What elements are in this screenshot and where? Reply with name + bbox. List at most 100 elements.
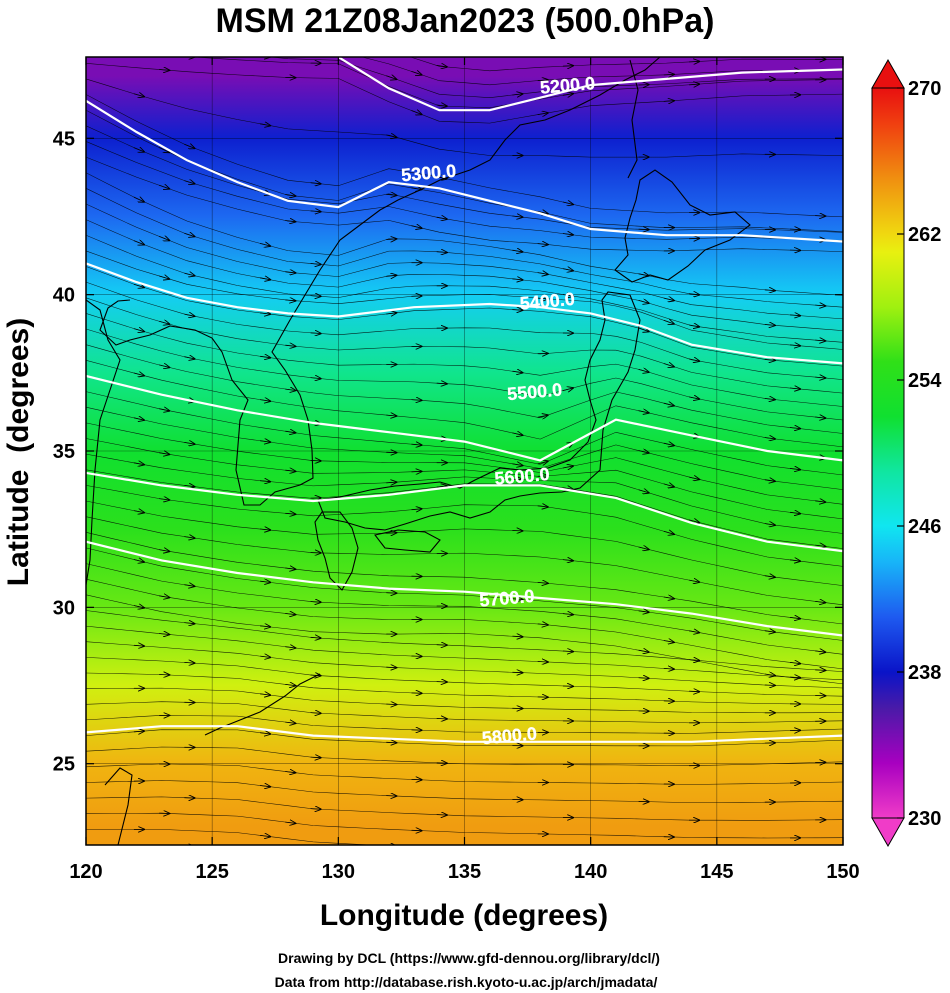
streamline-arrow xyxy=(260,278,270,280)
contour-line xyxy=(86,725,843,743)
streamline-arrow xyxy=(689,61,699,62)
contour-line xyxy=(337,57,843,112)
wind-streamlines xyxy=(86,31,843,865)
streamline xyxy=(86,360,843,448)
axes: 120 125 130 135 140 145 150 25 30 35 40 45 xyxy=(53,57,860,883)
streamline-arrow xyxy=(285,470,295,471)
streamline-arrow xyxy=(285,822,295,823)
streamline xyxy=(360,57,843,86)
streamline-arrow xyxy=(310,602,321,603)
streamline-arrow xyxy=(133,645,144,646)
streamline-arrow xyxy=(562,388,573,391)
streamline-arrow xyxy=(285,647,295,648)
streamline-arrow xyxy=(411,444,422,445)
streamline-arrow xyxy=(285,684,295,685)
streamline xyxy=(86,250,843,350)
streamline xyxy=(86,796,843,821)
coastline-china xyxy=(86,299,121,586)
streamline-arrow xyxy=(285,49,295,50)
streamline-arrow xyxy=(310,460,321,461)
streamline-arrow xyxy=(815,305,825,306)
streamline-arrow xyxy=(789,229,800,230)
streamline-arrow xyxy=(638,328,649,332)
streamline-arrow xyxy=(310,378,321,379)
streamline-arrow xyxy=(260,656,270,657)
streamline-arrow xyxy=(260,529,270,530)
streamline xyxy=(86,406,843,490)
streamline-arrow xyxy=(789,345,800,346)
streamline-arrow xyxy=(663,101,674,102)
streamline-arrow xyxy=(436,65,447,67)
streamline-arrow xyxy=(386,239,396,240)
streamline xyxy=(267,57,843,98)
streamline-arrow xyxy=(411,111,422,115)
x-tick-label: 130 xyxy=(322,861,355,883)
streamline xyxy=(86,344,843,434)
streamline-arrow xyxy=(260,243,270,246)
streamline-arrow xyxy=(311,858,321,859)
streamline-arrow xyxy=(386,846,396,847)
streamline-arrow xyxy=(437,864,447,865)
streamline-arrow xyxy=(386,76,396,80)
streamline-arrow xyxy=(436,217,447,219)
streamline-arrow xyxy=(133,284,144,287)
colorbar-tick-label: 262 xyxy=(908,224,941,246)
x-tick-label: 120 xyxy=(69,861,102,883)
streamline-arrow xyxy=(638,300,649,303)
streamline xyxy=(86,485,843,567)
streamline-arrow xyxy=(689,580,699,582)
contour-line xyxy=(86,540,843,637)
streamline xyxy=(86,763,843,785)
streamline-arrow xyxy=(159,185,169,189)
streamline-arrow xyxy=(285,389,295,390)
streamline xyxy=(86,532,843,625)
coastline-ryukyu xyxy=(204,673,321,736)
streamline-arrow xyxy=(537,80,548,81)
coastline-russia-east xyxy=(419,57,661,191)
contour-label: 5300.0 xyxy=(400,161,457,186)
streamline xyxy=(86,453,843,534)
streamline-arrow xyxy=(512,279,522,280)
streamline-arrow xyxy=(663,443,674,445)
streamline-arrow xyxy=(512,94,522,95)
streamline xyxy=(86,391,843,476)
streamline-arrow xyxy=(562,560,573,561)
streamline-arrow xyxy=(689,359,699,361)
streamline-arrow xyxy=(789,512,800,513)
streamline-arrow xyxy=(562,488,573,490)
streamline-arrow xyxy=(638,678,649,679)
streamline-arrow xyxy=(512,433,522,435)
streamline-arrow xyxy=(285,194,295,196)
streamline-arrow xyxy=(512,216,522,217)
streamline-arrow xyxy=(159,31,169,33)
streamline xyxy=(86,328,843,421)
y-tick-label: 40 xyxy=(53,285,75,307)
streamline-arrow xyxy=(285,722,295,723)
streamline-arrow xyxy=(638,274,649,276)
contour-label: 5200.0 xyxy=(539,73,596,98)
contour-line xyxy=(86,99,843,243)
streamline-arrow xyxy=(133,731,144,732)
streamline-arrow xyxy=(689,477,699,479)
streamline-arrow xyxy=(537,662,548,663)
streamline-arrow xyxy=(436,105,447,106)
streamline xyxy=(86,156,843,252)
coastlines xyxy=(86,57,751,845)
streamline xyxy=(86,469,843,549)
streamline-arrow xyxy=(789,677,800,678)
streamline-arrow xyxy=(638,451,649,454)
streamline-arrow xyxy=(537,624,548,625)
streamline-arrow xyxy=(134,40,144,42)
streamline-arrow xyxy=(663,484,674,487)
streamline xyxy=(86,438,843,520)
contour-label: 5800.0 xyxy=(481,723,538,748)
streamline xyxy=(86,547,843,641)
streamline-arrow xyxy=(184,485,194,486)
streamline-arrow xyxy=(537,461,548,464)
streamline-arrow xyxy=(386,135,396,137)
colorbar-tick-label: 270 xyxy=(908,78,941,100)
streamline-arrow xyxy=(159,634,169,635)
streamline-arrow xyxy=(260,786,270,787)
streamline-arrow xyxy=(764,576,775,578)
colorbar-tick-label: 246 xyxy=(908,516,941,538)
